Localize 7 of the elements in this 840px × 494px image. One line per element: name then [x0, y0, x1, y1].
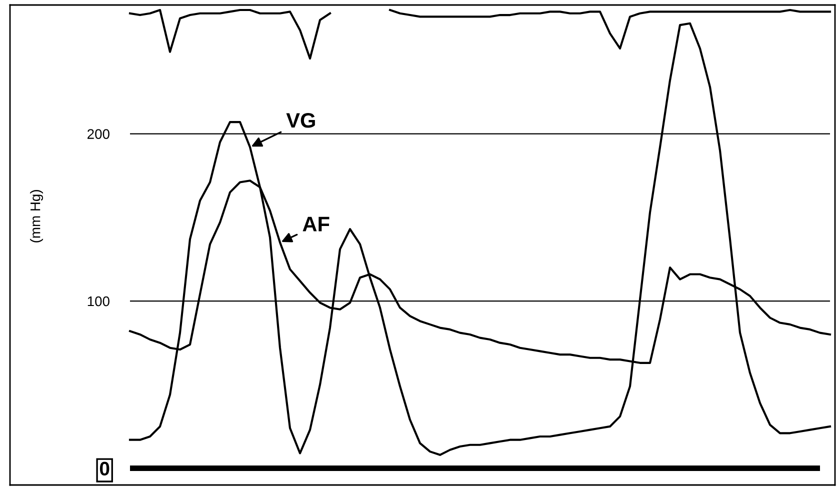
y-axis-title: (mm Hg) — [30, 190, 43, 242]
y-tick-label: 0 — [100, 462, 110, 476]
y-tick-label: 200 — [88, 129, 110, 139]
y-tick-label: 100 — [88, 296, 110, 306]
legend-label: AF — [302, 216, 330, 232]
series-label: VG — [286, 113, 315, 128]
line-series — [128, 22, 832, 456]
